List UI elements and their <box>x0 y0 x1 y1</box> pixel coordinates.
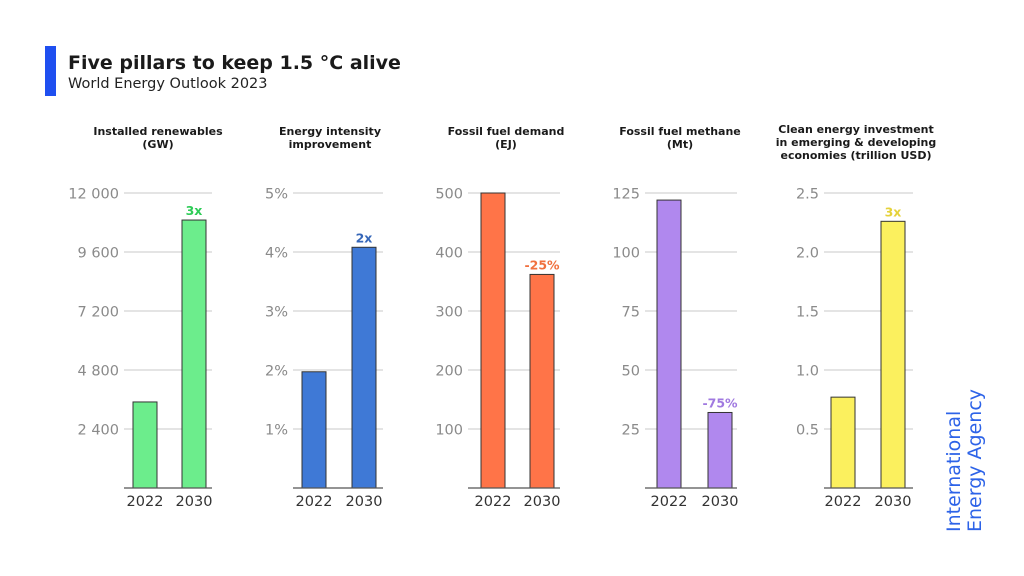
panel-title-line: (GW) <box>142 138 173 151</box>
x-tick-label: 2030 <box>346 494 383 510</box>
panel-title-line: in emerging & developing <box>776 136 936 149</box>
y-tick-label: 2.0 <box>796 246 819 262</box>
y-tick-label: 4 800 <box>77 364 119 380</box>
x-tick-label: 2022 <box>651 494 688 510</box>
change-annotation: -75% <box>702 395 738 410</box>
y-tick-label: 1% <box>265 423 288 439</box>
bar <box>707 411 733 489</box>
y-tick-label: 3% <box>265 305 288 321</box>
y-tick-label: 300 <box>435 305 463 321</box>
bar <box>480 192 506 489</box>
logo-line-2: Energy Agency <box>964 388 986 532</box>
bar <box>529 273 555 489</box>
y-tick-label: 2.5 <box>796 187 819 203</box>
logo-line-1: International <box>943 410 965 532</box>
panel-title-line: Clean energy investment <box>778 123 934 136</box>
title-accent-bar <box>45 46 56 96</box>
x-tick-label: 2030 <box>702 494 739 510</box>
x-tick-label: 2030 <box>875 494 912 510</box>
change-annotation: -25% <box>524 257 560 272</box>
y-tick-label: 2% <box>265 364 288 380</box>
panel-title-line: Fossil fuel demand <box>448 125 565 138</box>
panel-title-line: economies (trillion USD) <box>780 149 931 162</box>
y-tick-label: 400 <box>435 246 463 262</box>
x-tick-label: 2022 <box>296 494 333 510</box>
bar <box>301 371 327 489</box>
y-tick-label: 100 <box>612 246 640 262</box>
y-tick-label: 100 <box>435 423 463 439</box>
x-tick-label: 2022 <box>475 494 512 510</box>
bar <box>181 219 207 489</box>
panel-title-line: (EJ) <box>495 138 517 151</box>
y-tick-label: 12 000 <box>68 187 119 203</box>
chart-subtitle: World Energy Outlook 2023 <box>68 76 268 92</box>
panel-title-line: (Mt) <box>667 138 693 151</box>
y-tick-label: 7 200 <box>77 305 119 321</box>
y-tick-label: 1.5 <box>796 305 819 321</box>
chart-title: Five pillars to keep 1.5 °C alive <box>68 52 401 74</box>
panel-title-line: improvement <box>289 138 372 151</box>
change-annotation: 2x <box>356 230 373 245</box>
y-tick-label: 4% <box>265 246 288 262</box>
y-tick-label: 0.5 <box>796 423 819 439</box>
x-tick-label: 2022 <box>825 494 862 510</box>
y-tick-label: 200 <box>435 364 463 380</box>
panel-title-line: Installed renewables <box>93 125 223 138</box>
bar <box>656 199 682 489</box>
panel-title-line: Fossil fuel methane <box>619 125 741 138</box>
y-tick-label: 1.0 <box>796 364 819 380</box>
y-tick-label: 75 <box>622 305 640 321</box>
change-annotation: 3x <box>186 203 203 218</box>
y-tick-label: 500 <box>435 187 463 203</box>
x-tick-label: 2030 <box>524 494 561 510</box>
bar <box>830 396 856 489</box>
panel-title-line: Energy intensity <box>279 125 381 138</box>
y-tick-label: 125 <box>612 187 640 203</box>
y-tick-label: 5% <box>265 187 288 203</box>
y-tick-label: 25 <box>622 423 640 439</box>
x-tick-label: 2022 <box>127 494 164 510</box>
y-tick-label: 2 400 <box>77 423 119 439</box>
y-tick-label: 50 <box>622 364 640 380</box>
y-tick-label: 9 600 <box>77 246 119 262</box>
change-annotation: 3x <box>885 204 902 219</box>
bar <box>880 220 906 489</box>
bar <box>351 246 377 489</box>
bar <box>132 401 158 489</box>
iea-logo: International Energy Agency <box>943 388 986 532</box>
x-tick-label: 2030 <box>176 494 213 510</box>
